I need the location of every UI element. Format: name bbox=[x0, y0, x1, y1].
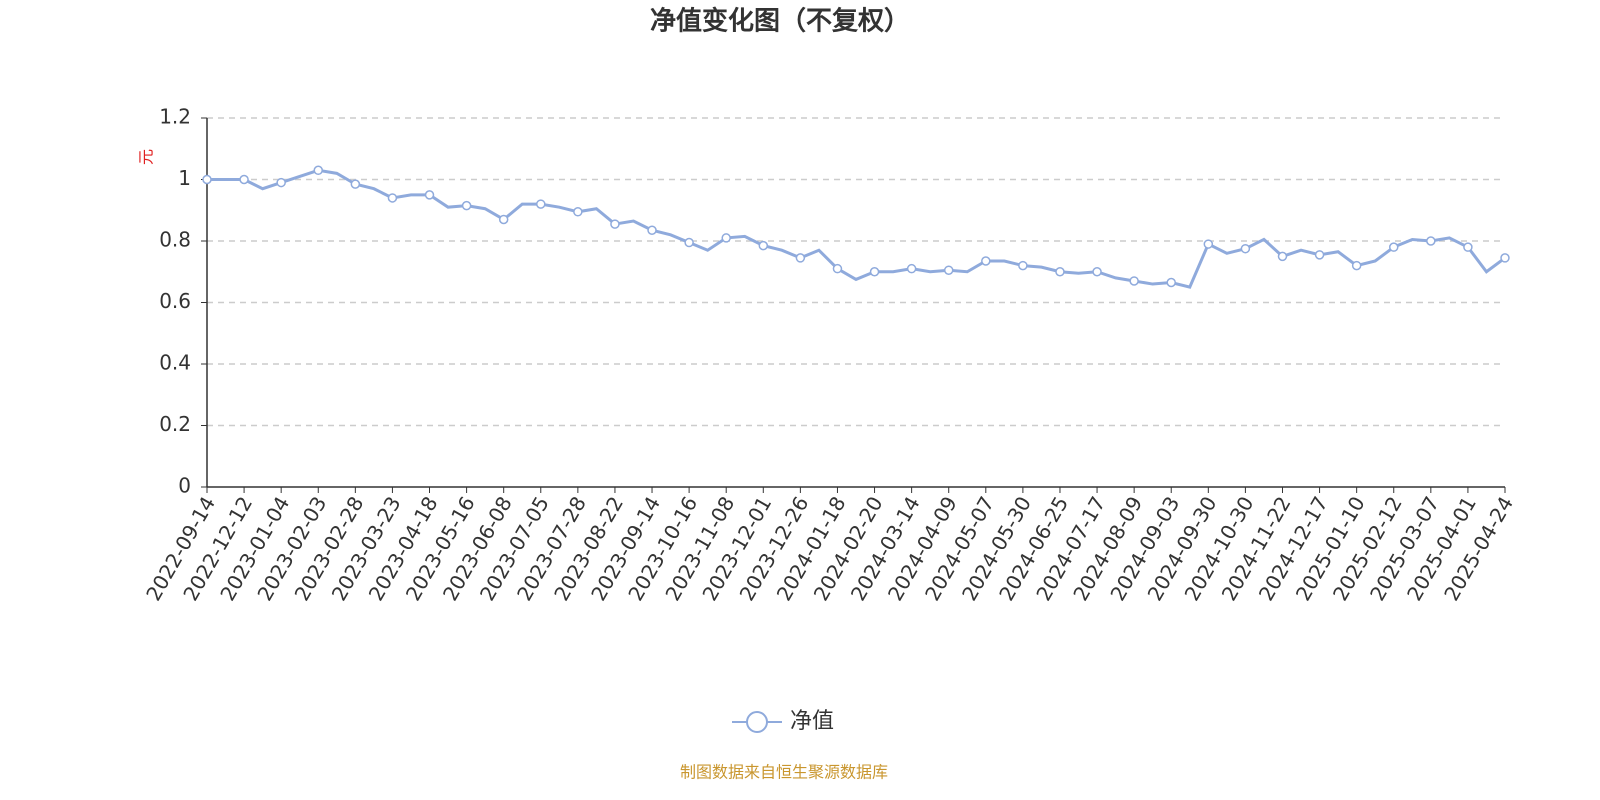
point-marker bbox=[1166, 277, 1176, 288]
point-marker bbox=[906, 263, 917, 274]
y-tick-label: 0.2 bbox=[159, 412, 191, 436]
chart-title: 净值变化图（不复权） bbox=[650, 6, 910, 37]
point-marker bbox=[1314, 250, 1325, 260]
y-tick-label: 0.8 bbox=[159, 228, 191, 252]
point-marker bbox=[1018, 260, 1028, 271]
point-marker bbox=[647, 225, 657, 235]
y-tick-label: 0.6 bbox=[159, 289, 191, 313]
point-marker bbox=[1055, 267, 1065, 277]
point-marker bbox=[1277, 251, 1288, 262]
point-marker bbox=[795, 253, 806, 263]
legend-label: 净值 bbox=[790, 709, 834, 734]
point-marker bbox=[202, 174, 212, 185]
point-marker bbox=[387, 193, 398, 203]
point-marker bbox=[350, 179, 361, 189]
point-marker bbox=[1388, 242, 1399, 252]
y-tick-label: 0 bbox=[178, 474, 191, 498]
point-marker bbox=[1351, 260, 1362, 271]
point-marker bbox=[313, 165, 324, 176]
point-marker bbox=[943, 265, 954, 275]
y-tick-label: 0.4 bbox=[159, 351, 191, 375]
point-marker bbox=[239, 174, 249, 185]
point-marker bbox=[424, 190, 435, 200]
point-marker bbox=[1129, 276, 1139, 286]
series-line bbox=[207, 168, 1506, 289]
y-tick-label: 1 bbox=[178, 166, 191, 190]
source-note: 制图数据来自恒生聚源数据库 bbox=[680, 763, 888, 782]
point-marker bbox=[276, 177, 286, 188]
point-marker bbox=[1092, 267, 1102, 277]
point-marker bbox=[684, 237, 694, 248]
point-marker bbox=[1463, 242, 1473, 252]
point-marker bbox=[721, 233, 731, 243]
point-marker bbox=[1203, 239, 1214, 249]
point-marker bbox=[1500, 253, 1510, 263]
point-marker bbox=[758, 240, 769, 251]
y-tick-label: 1.2 bbox=[159, 105, 191, 129]
point-marker bbox=[869, 267, 880, 277]
point-marker bbox=[536, 199, 546, 209]
point-marker bbox=[573, 207, 583, 217]
point-marker bbox=[1240, 243, 1251, 254]
legend-marker bbox=[746, 711, 768, 733]
point-marker bbox=[981, 256, 991, 266]
point-marker bbox=[1426, 236, 1436, 246]
point-marker bbox=[832, 263, 843, 274]
point-marker bbox=[461, 200, 472, 211]
point-marker bbox=[498, 214, 509, 225]
point-marker bbox=[610, 219, 620, 229]
y-axis-label: 元 bbox=[137, 149, 156, 165]
